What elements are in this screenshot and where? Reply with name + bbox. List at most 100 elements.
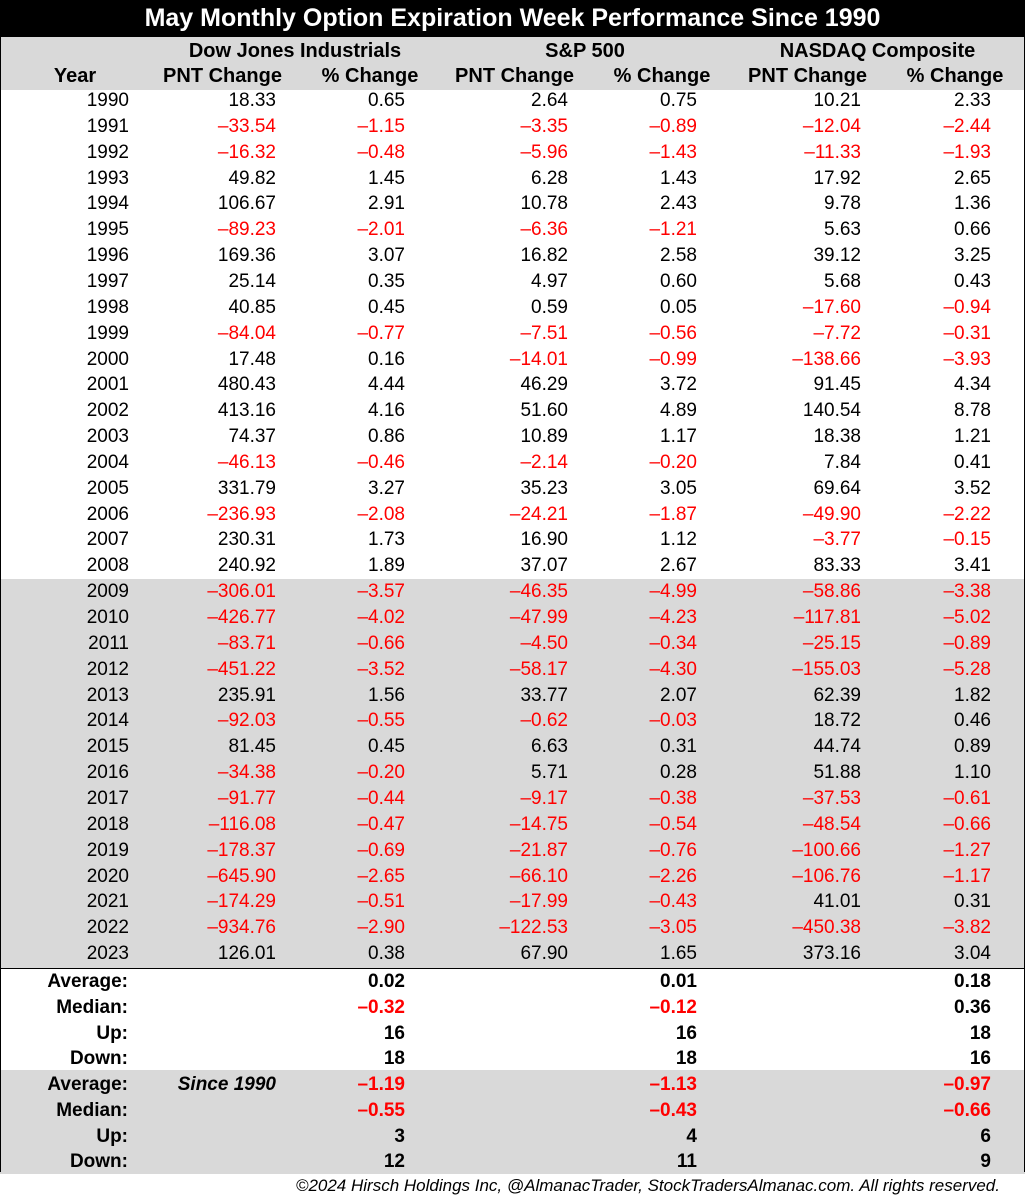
spx-pnt-cell: 10.89 <box>520 426 568 448</box>
table-row: 1998 40.85 0.45 0.59 0.05 –17.60 –0.94 <box>0 295 1025 321</box>
spx-pct-cell: –1.87 <box>649 503 697 525</box>
dji-pct-cell: 0.65 <box>368 90 405 111</box>
ndx-pnt-cell: –3.77 <box>813 529 861 551</box>
ndx-pct-cell: 1.10 <box>954 762 991 784</box>
group-nasdaq: NASDAQ Composite <box>779 40 976 62</box>
ndx-pnt-cell: –48.54 <box>802 813 861 835</box>
spx-pnt-cell: –7.51 <box>520 322 568 344</box>
year-cell: 1996 <box>86 245 129 267</box>
spx-pnt-cell: 6.28 <box>531 167 568 189</box>
spx-pnt-cell: –66.10 <box>509 865 568 887</box>
spx-pnt-cell: 35.23 <box>520 477 568 499</box>
ndx-pnt-cell: 373.16 <box>802 943 861 965</box>
ndx-pnt-cell: 39.12 <box>813 245 861 267</box>
dji-pnt-cell: –116.08 <box>208 813 276 835</box>
spx-pct-cell: 0.60 <box>660 270 697 292</box>
dji-pct-cell: 1.73 <box>368 529 405 551</box>
dji-pnt-cell: –934.76 <box>207 917 276 939</box>
spx-pct-cell: –0.99 <box>649 348 697 370</box>
dji-pct-cell: –3.57 <box>357 581 405 603</box>
spx-pct-cell: –4.99 <box>649 581 697 603</box>
col-spx-pct: % Change <box>613 65 711 87</box>
spx-pct-cell: –0.56 <box>649 322 697 344</box>
summary-spx: –1.13 <box>649 1074 697 1095</box>
table-row: 2013 235.91 1.56 33.77 2.07 62.39 1.82 <box>0 683 1025 709</box>
spx-pct-cell: –0.76 <box>649 839 697 861</box>
summary-dji: 18 <box>383 1048 405 1070</box>
table-row: 2005 331.79 3.27 35.23 3.05 69.64 3.52 <box>0 476 1025 502</box>
table-row: 1990 18.33 0.65 2.64 0.75 10.21 2.33 <box>0 88 1025 114</box>
dji-pct-cell: –0.46 <box>357 451 405 473</box>
summary-row: Up: 3 4 6 <box>0 1124 1025 1150</box>
ndx-pct-cell: 0.43 <box>954 270 991 292</box>
table-row: 2023 126.01 0.38 67.90 1.65 373.16 3.04 <box>0 941 1025 967</box>
dji-pnt-cell: –92.03 <box>217 710 276 732</box>
spx-pct-cell: –0.03 <box>649 710 697 732</box>
year-cell: 2010 <box>86 607 129 628</box>
year-cell: 2007 <box>86 529 129 551</box>
ndx-pnt-cell: –106.76 <box>792 865 861 887</box>
col-spx-pnt: PNT Change <box>455 65 574 87</box>
spx-pct-cell: –4.23 <box>649 607 697 628</box>
ndx-pnt-cell: 18.72 <box>813 710 861 732</box>
spx-pnt-cell: –46.35 <box>509 581 568 603</box>
spx-pnt-cell: 0.59 <box>531 296 568 318</box>
ndx-pct-cell: 0.41 <box>954 451 991 473</box>
summary-row: Down: 18 18 16 <box>0 1046 1025 1072</box>
year-cell: 2002 <box>86 400 129 422</box>
dji-pnt-cell: –34.38 <box>217 762 276 784</box>
dji-pnt-cell: –451.22 <box>207 658 276 680</box>
spx-pct-cell: 2.43 <box>660 193 697 215</box>
dji-pct-cell: –0.66 <box>357 632 405 654</box>
summary-row: Up: 16 16 18 <box>0 1021 1025 1047</box>
dji-pct-cell: –0.48 <box>357 141 405 163</box>
dji-pct-cell: 3.27 <box>368 477 405 499</box>
summary-label: Up: <box>96 1022 128 1044</box>
dji-pnt-cell: 81.45 <box>228 736 276 758</box>
year-cell: 2015 <box>86 736 129 758</box>
table-row: 2021 –174.29 –0.51 –17.99 –0.43 41.01 0.31 <box>0 889 1025 915</box>
ndx-pnt-cell: 83.33 <box>813 555 861 577</box>
dji-pnt-cell: 126.01 <box>217 943 276 965</box>
ndx-pnt-cell: 44.74 <box>813 736 861 758</box>
table-row: 2009 –306.01 –3.57 –46.35 –4.99 –58.86 –3.38 <box>0 579 1025 605</box>
dji-pct-cell: 0.35 <box>368 270 405 292</box>
dji-pct-cell: –0.55 <box>357 710 405 732</box>
spx-pct-cell: 3.05 <box>660 477 697 499</box>
summary-dji: 12 <box>383 1151 405 1173</box>
ndx-pct-cell: 8.78 <box>954 400 991 422</box>
ndx-pnt-cell: –25.15 <box>802 632 861 654</box>
dji-pnt-cell: 240.92 <box>217 555 276 577</box>
year-cell: 2016 <box>86 762 129 784</box>
summary-label: Average: <box>47 1074 128 1095</box>
ndx-pnt-cell: 17.92 <box>813 167 861 189</box>
dji-pct-cell: –0.69 <box>357 839 405 861</box>
year-cell: 1997 <box>86 270 129 292</box>
dji-pct-cell: 0.86 <box>368 426 405 448</box>
spx-pnt-cell: –5.96 <box>520 141 568 163</box>
spx-pct-cell: –2.26 <box>649 865 697 887</box>
table-row: 2004 –46.13 –0.46 –2.14 –0.20 7.84 0.41 <box>0 450 1025 476</box>
ndx-pnt-cell: –138.66 <box>792 348 861 370</box>
summary-ndx: 16 <box>969 1048 991 1070</box>
ndx-pct-cell: –0.66 <box>943 813 991 835</box>
summary-spx: 18 <box>675 1048 697 1070</box>
spx-pct-cell: –0.34 <box>649 632 697 654</box>
dji-pct-cell: –0.47 <box>357 813 405 835</box>
col-ndx-pct: % Change <box>906 65 1004 87</box>
dji-pct-cell: 3.07 <box>368 245 405 267</box>
summary-ndx: –0.97 <box>943 1074 991 1095</box>
year-cell: 2023 <box>86 943 129 965</box>
spx-pct-cell: 3.72 <box>660 374 697 396</box>
dji-pct-cell: 0.16 <box>368 348 405 370</box>
dji-pct-cell: 1.89 <box>368 555 405 577</box>
ndx-pnt-cell: 62.39 <box>813 684 861 706</box>
table-row: 1995 –89.23 –2.01 –6.36 –1.21 5.63 0.66 <box>0 217 1025 243</box>
ndx-pnt-cell: 9.78 <box>824 193 861 215</box>
summary-dji: 3 <box>394 1125 405 1147</box>
year-cell: 2018 <box>86 813 129 835</box>
year-cell: 2021 <box>86 891 129 913</box>
summary-row: Average: Since 1990 –1.19 –1.13 –0.97 <box>0 1072 1025 1098</box>
table-row: 1996 169.36 3.07 16.82 2.58 39.12 3.25 <box>0 243 1025 269</box>
group-sp500: S&P 500 <box>545 40 625 62</box>
